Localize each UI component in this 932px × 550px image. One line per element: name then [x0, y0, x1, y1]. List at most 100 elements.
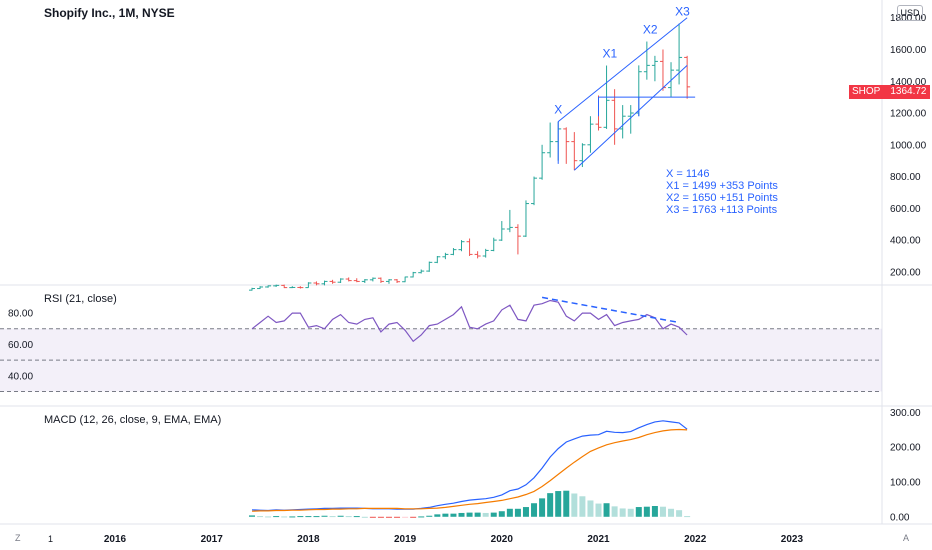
macd-histogram-bar: [555, 491, 562, 517]
price-axis-tick-label: 600.00: [890, 204, 921, 215]
auto-scale-button[interactable]: A: [903, 533, 910, 543]
time-axis-tick-label: 2021: [587, 534, 610, 545]
currency-selector[interactable]: USD: [897, 5, 923, 21]
macd-histogram-bar: [643, 506, 650, 517]
macd-histogram-bar: [265, 516, 272, 518]
ohlc-bar: [619, 105, 626, 139]
macd-histogram-bar: [394, 516, 401, 518]
time-axis-tick-label: 2016: [104, 534, 127, 545]
time-axis-tick-label: 2020: [491, 534, 514, 545]
macd-histogram-bar: [579, 496, 586, 517]
ohlc-bar: [458, 240, 465, 252]
ohlc-bar: [345, 277, 352, 282]
ohlc-bar: [442, 252, 449, 260]
wave-label: X1: [603, 47, 618, 61]
ohlc-bar: [313, 281, 320, 286]
ohlc-bar: [402, 276, 409, 283]
ohlc-bar: [369, 277, 376, 282]
rsi-axis-tick-label: 60.00: [8, 340, 33, 351]
ohlc-bar: [337, 278, 344, 283]
macd-histogram-bar: [627, 508, 634, 517]
ohlc-bar: [490, 237, 497, 252]
ohlc-bar: [611, 89, 618, 145]
macd-histogram-bar: [426, 515, 433, 517]
macd-histogram-bar: [603, 503, 610, 517]
macd-histogram-bar: [297, 516, 304, 518]
macd-histogram-bar: [514, 508, 521, 517]
ohlc-bar: [659, 49, 666, 91]
macd-histogram-bar: [466, 512, 473, 517]
macd-histogram-bar: [506, 508, 513, 517]
wave-annotation-text: X = 1146 X1 = 1499 +353 Points X2 = 1650…: [666, 168, 778, 216]
price-axis-tick-label: 1400.00: [890, 77, 927, 88]
ohlc-bar: [434, 255, 441, 264]
ohlc-bar: [684, 55, 691, 99]
ohlc-bar: [563, 127, 570, 164]
symbol-title: Shopify Inc., 1M, NYSE: [44, 6, 175, 20]
macd-pane-title: MACD (12, 26, close, 9, EMA, EMA): [44, 414, 222, 426]
timezone-button[interactable]: Z: [15, 533, 21, 543]
macd-histogram-bar: [385, 516, 392, 518]
price-badge-ticker: SHOP: [852, 86, 881, 97]
rsi-pane-title: RSI (21, close): [44, 293, 117, 305]
macd-signal-line: [251, 428, 688, 512]
channel-upper-line: [557, 17, 688, 122]
ohlc-bar: [547, 122, 554, 158]
macd-axis-tick-label: 200.00: [890, 443, 921, 454]
ohlc-bar: [506, 209, 513, 233]
ohlc-bar: [321, 280, 328, 286]
macd-histogram-bar: [547, 493, 554, 517]
price-badge-value: 1364.72: [890, 86, 927, 97]
time-axis-tick-label: 2019: [394, 534, 417, 545]
ohlc-bar: [627, 105, 634, 134]
macd-histogram-bar: [619, 508, 626, 517]
price-axis-tick-label: 1800.00: [890, 13, 927, 24]
macd-histogram-bar: [651, 506, 658, 517]
macd-histogram-bar: [321, 515, 328, 517]
macd-histogram-bar: [571, 493, 578, 517]
ohlc-bar: [353, 278, 360, 283]
price-axis-tick-label: 200.00: [890, 267, 921, 278]
macd-histogram-bar: [410, 516, 417, 518]
macd-histogram-bar: [361, 516, 368, 518]
macd-histogram-bar: [353, 516, 360, 518]
macd-histogram-bar: [539, 498, 546, 517]
time-axis-tick-label: 2022: [684, 534, 707, 545]
ohlc-bar: [377, 277, 384, 283]
ohlc-bar: [305, 282, 312, 289]
macd-histogram-bar: [668, 508, 675, 517]
ohlc-bar: [281, 284, 288, 289]
annotation-line: X2 = 1650 +151 Points: [666, 192, 778, 204]
macd-histogram-bar: [611, 506, 618, 517]
price-axis-tick-label: 1000.00: [890, 140, 927, 151]
ohlc-bar: [676, 23, 683, 85]
price-axis-tick-label: 1200.00: [890, 109, 927, 120]
macd-histogram-bar: [345, 516, 352, 518]
macd-histogram-bar: [474, 512, 481, 517]
ohlc-bar: [531, 176, 538, 206]
ohlc-bar: [514, 224, 521, 255]
macd-histogram-bar: [587, 500, 594, 517]
ohlc-bar: [385, 279, 392, 284]
ohlc-bar: [651, 55, 658, 82]
macd-histogram-bar: [442, 513, 449, 517]
ohlc-bar: [450, 248, 457, 256]
macd-axis-tick-label: 100.00: [890, 478, 921, 489]
macd-histogram-bar: [684, 516, 691, 518]
macd-histogram-bar: [531, 503, 538, 517]
annotation-line: X3 = 1763 +113 Points: [666, 204, 778, 216]
macd-histogram-bar: [595, 503, 602, 517]
macd-histogram-bar: [676, 510, 683, 517]
ohlc-bar: [248, 287, 255, 291]
first-tick-label: 1: [48, 534, 54, 544]
ohlc-bar: [426, 261, 433, 272]
macd-histogram-bar: [635, 507, 642, 517]
ohlc-bar: [522, 200, 529, 237]
macd-histogram-bar: [329, 516, 336, 518]
macd-histogram-bar: [522, 507, 529, 517]
channel-lower-line: [573, 64, 688, 171]
macd-histogram-bar: [377, 516, 384, 518]
macd-histogram-bar: [498, 511, 505, 517]
ohlc-bar: [643, 41, 650, 80]
rsi-axis-tick-label: 80.00: [8, 309, 33, 320]
